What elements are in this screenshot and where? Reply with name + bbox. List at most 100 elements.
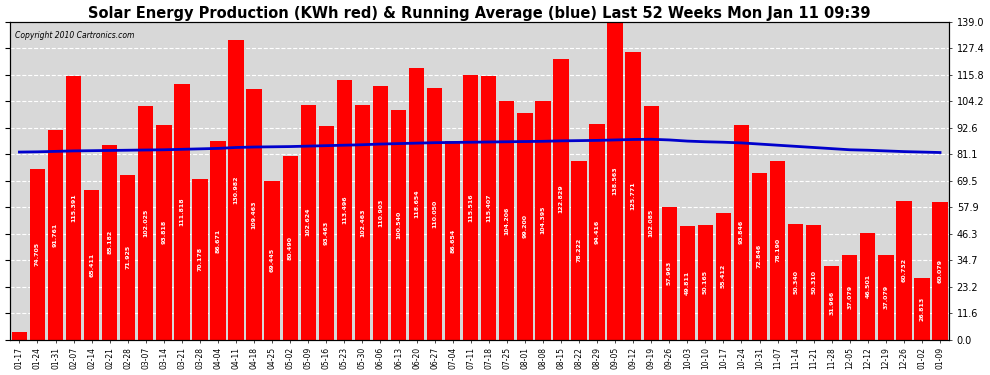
Bar	[409, 68, 425, 339]
Text: 86.654: 86.654	[450, 228, 455, 253]
Text: 49.811: 49.811	[685, 270, 690, 295]
Title: Solar Energy Production (KWh red) & Running Average (blue) Last 52 Weeks Mon Jan: Solar Energy Production (KWh red) & Runn…	[88, 6, 871, 21]
Bar	[499, 101, 515, 339]
Text: 60.732: 60.732	[902, 258, 907, 282]
Text: 130.982: 130.982	[234, 176, 239, 204]
Text: 102.624: 102.624	[306, 208, 311, 237]
Text: 115.391: 115.391	[71, 194, 76, 222]
Text: 102.025: 102.025	[144, 209, 148, 237]
Text: 93.846: 93.846	[739, 220, 743, 245]
Text: 26.813: 26.813	[920, 297, 925, 321]
Bar	[680, 226, 695, 339]
Bar	[716, 213, 731, 339]
Text: 86.671: 86.671	[216, 228, 221, 253]
Bar	[626, 52, 641, 339]
Bar	[319, 126, 334, 339]
Bar	[354, 105, 370, 339]
Text: 37.079: 37.079	[847, 285, 852, 309]
Text: 94.416: 94.416	[595, 219, 600, 244]
Text: 122.829: 122.829	[558, 185, 563, 213]
Text: 31.966: 31.966	[830, 291, 835, 315]
Bar	[445, 141, 460, 339]
Bar	[536, 101, 550, 339]
Text: 125.771: 125.771	[631, 182, 636, 210]
Bar	[517, 113, 533, 339]
Bar	[860, 233, 875, 339]
Text: 65.411: 65.411	[89, 253, 94, 277]
Bar	[102, 145, 118, 339]
Text: 115.516: 115.516	[468, 193, 473, 222]
Text: 138.563: 138.563	[613, 167, 618, 195]
Bar	[30, 169, 46, 339]
Bar	[553, 59, 568, 339]
Bar	[337, 80, 352, 339]
Bar	[644, 106, 659, 339]
Text: 93.818: 93.818	[161, 220, 166, 245]
Bar	[806, 225, 822, 339]
Text: 111.818: 111.818	[179, 197, 184, 226]
Bar	[915, 278, 930, 339]
Text: 71.925: 71.925	[126, 245, 131, 270]
Text: 46.501: 46.501	[865, 274, 870, 298]
Bar	[373, 86, 388, 339]
Text: 102.463: 102.463	[360, 208, 365, 237]
Bar	[174, 84, 189, 339]
Bar	[933, 202, 947, 339]
Text: 50.165: 50.165	[703, 270, 708, 294]
Text: 37.079: 37.079	[883, 285, 888, 309]
Bar	[84, 190, 99, 339]
Bar	[139, 106, 153, 339]
Bar	[661, 207, 677, 339]
Bar	[770, 161, 785, 339]
Text: 91.761: 91.761	[53, 222, 58, 247]
Text: 104.395: 104.395	[541, 206, 545, 234]
Text: 99.200: 99.200	[523, 214, 528, 238]
Bar	[120, 175, 136, 339]
Text: 60.079: 60.079	[938, 259, 942, 283]
Text: 93.463: 93.463	[324, 220, 329, 245]
Bar	[571, 161, 587, 339]
Bar	[824, 267, 840, 339]
Text: 102.085: 102.085	[648, 209, 653, 237]
Text: 74.705: 74.705	[35, 242, 40, 266]
Bar	[247, 89, 261, 339]
Bar	[301, 105, 316, 339]
Text: 69.445: 69.445	[269, 248, 274, 272]
Bar	[48, 130, 63, 339]
Text: Copyright 2010 Cartronics.com: Copyright 2010 Cartronics.com	[15, 31, 135, 40]
Text: 109.463: 109.463	[251, 200, 256, 229]
Text: 55.412: 55.412	[721, 264, 726, 288]
Bar	[751, 173, 767, 339]
Bar	[608, 23, 623, 339]
Text: 50.340: 50.340	[793, 270, 798, 294]
Text: 57.963: 57.963	[667, 261, 672, 285]
Text: 104.206: 104.206	[504, 206, 509, 235]
Text: 50.310: 50.310	[811, 270, 816, 294]
Text: 80.490: 80.490	[288, 236, 293, 260]
Text: 100.540: 100.540	[396, 210, 401, 239]
Text: 72.846: 72.846	[757, 244, 762, 268]
Bar	[463, 75, 478, 339]
Bar	[427, 88, 443, 339]
Bar	[229, 40, 244, 339]
Bar	[192, 179, 208, 339]
Text: 110.903: 110.903	[378, 199, 383, 227]
Text: 115.407: 115.407	[486, 194, 491, 222]
Text: 85.182: 85.182	[107, 230, 112, 254]
Text: 118.654: 118.654	[414, 190, 419, 218]
Bar	[842, 255, 857, 339]
Bar	[788, 225, 803, 339]
Text: 70.178: 70.178	[197, 247, 202, 272]
Bar	[698, 225, 713, 339]
Text: 110.050: 110.050	[432, 200, 438, 228]
Bar	[391, 110, 406, 339]
Bar	[481, 76, 496, 339]
Text: 113.496: 113.496	[342, 195, 346, 224]
Bar	[734, 125, 749, 339]
Bar	[210, 141, 226, 339]
Bar	[66, 76, 81, 339]
Bar	[878, 255, 894, 339]
Text: 78.190: 78.190	[775, 238, 780, 262]
Bar	[264, 181, 280, 339]
Bar	[896, 201, 912, 339]
